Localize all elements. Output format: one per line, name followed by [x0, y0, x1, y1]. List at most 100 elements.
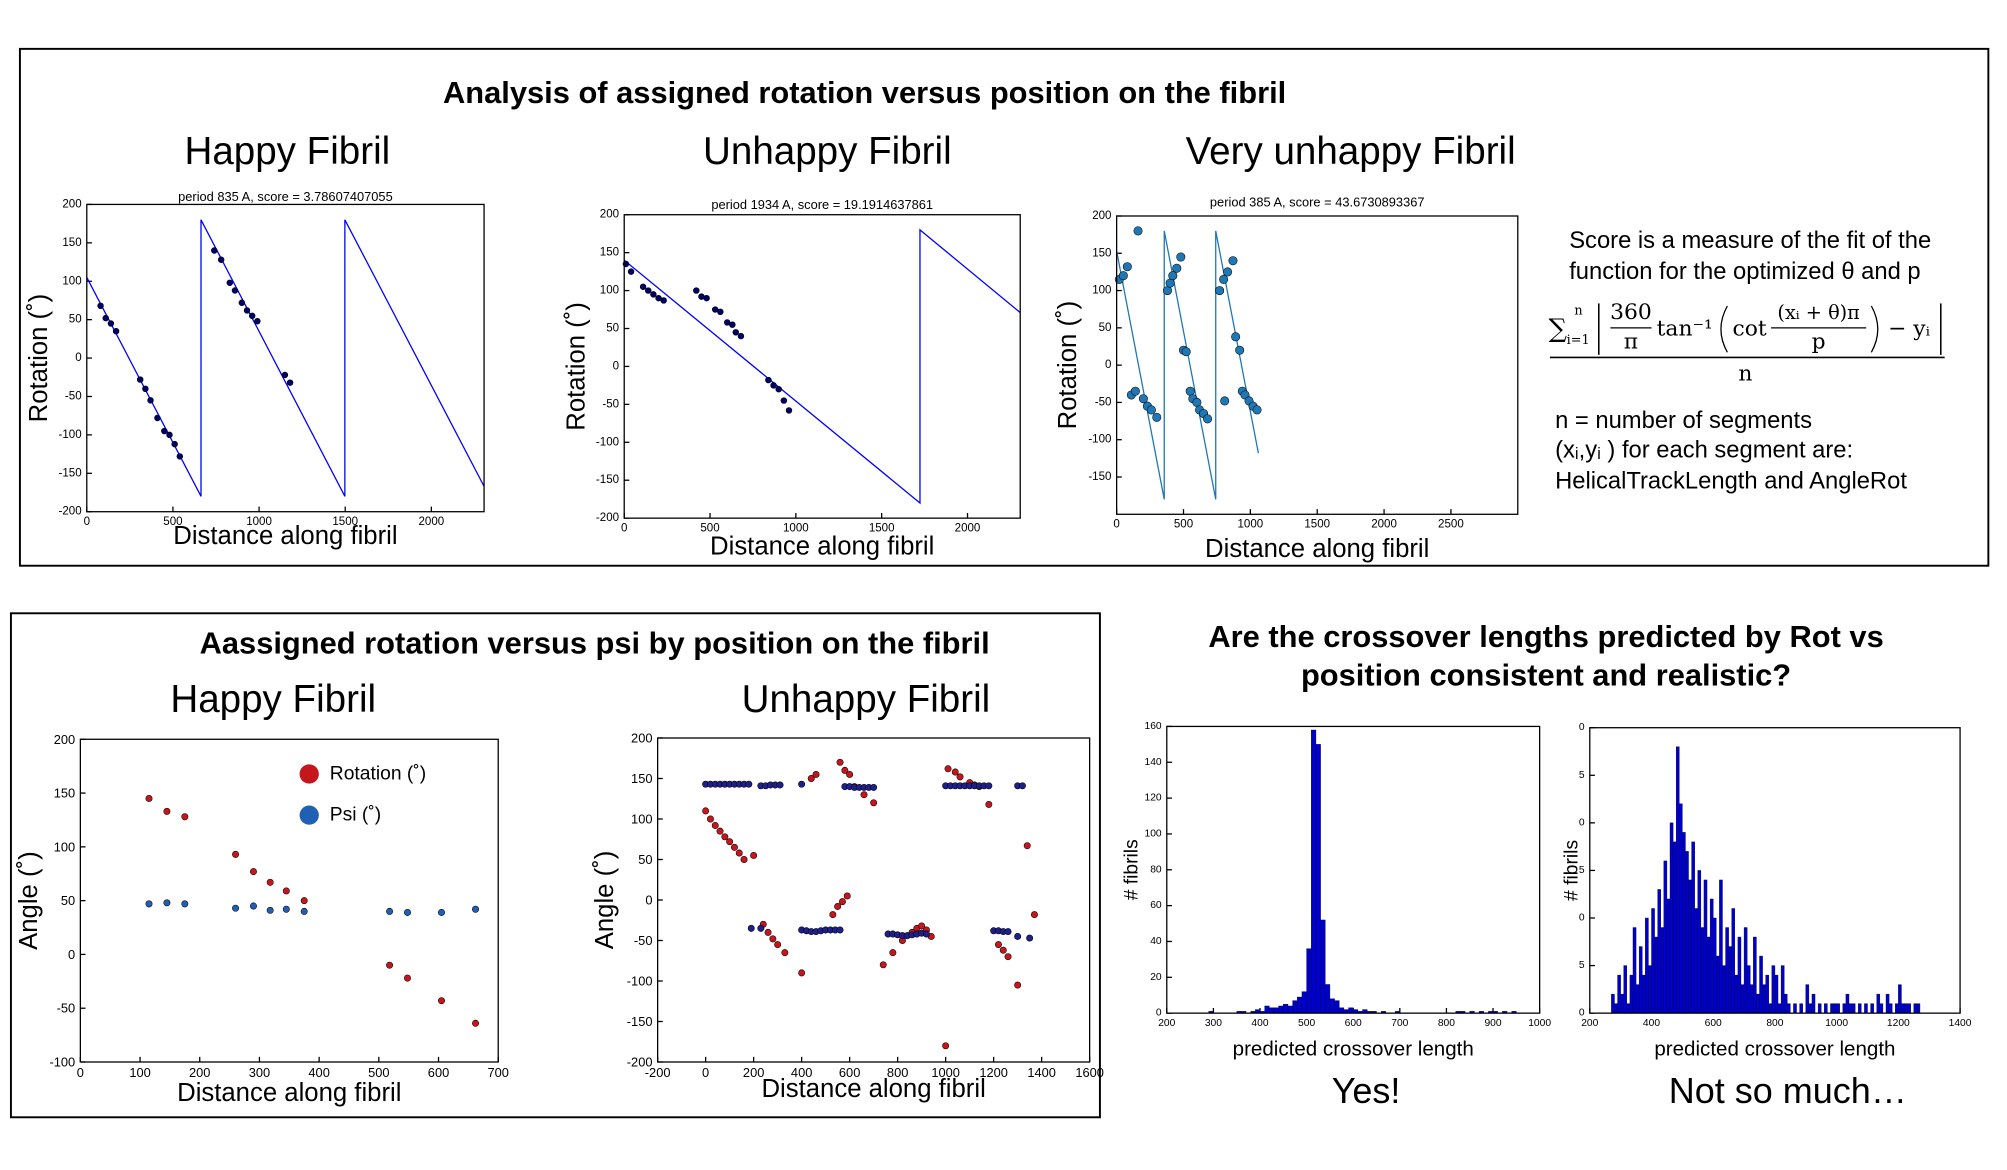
bar	[1669, 822, 1674, 1014]
x-tick-label: 0	[702, 1065, 709, 1080]
y-tick-label: -100	[58, 429, 81, 441]
bar	[1771, 965, 1776, 1014]
fit-line	[623, 228, 1021, 505]
bar	[1845, 993, 1850, 1014]
bar	[1657, 889, 1661, 1014]
note-line: Score is a measure of the fit of the	[1569, 227, 1931, 254]
data-point	[300, 897, 308, 905]
plot-area	[86, 219, 485, 497]
data-point	[999, 946, 1007, 954]
data-point	[639, 283, 647, 290]
y-tick-label: -50	[634, 933, 653, 948]
data-point	[438, 997, 445, 1005]
x-tick-label: 500	[163, 516, 182, 528]
bar	[1783, 993, 1788, 1014]
paren	[1720, 305, 1728, 353]
data-point	[1235, 345, 1245, 355]
y-tick-label: 50	[606, 323, 619, 335]
data-point	[1014, 981, 1022, 989]
data-point	[985, 782, 993, 790]
data-point	[764, 928, 772, 936]
bar	[1848, 1003, 1853, 1014]
data-point	[1030, 911, 1038, 919]
x-tick-label: 0	[77, 1065, 84, 1080]
x-tick-label: 800	[1438, 1018, 1455, 1029]
data-point	[232, 850, 240, 858]
bar	[1756, 993, 1760, 1014]
section-title: position consistent and realistic?	[1301, 658, 1791, 693]
bar	[1913, 1003, 1918, 1014]
data-point	[282, 905, 290, 913]
chart: predicted crossover length # fibrils Not s…	[1561, 722, 1971, 1111]
data-point	[171, 440, 178, 448]
bar	[1750, 984, 1754, 1014]
bar	[1870, 1003, 1874, 1014]
x-tick-label: 1500	[1304, 519, 1330, 531]
data-point	[1004, 928, 1012, 936]
y-tick-label: -200	[596, 512, 619, 524]
bar	[1283, 1003, 1289, 1014]
data-point	[918, 922, 926, 930]
bar	[1297, 996, 1303, 1014]
data-point	[740, 856, 748, 863]
y-tick-label: 50	[1099, 322, 1112, 334]
data-point	[1146, 405, 1156, 415]
data-point	[645, 287, 652, 294]
x-tick-label: 400	[791, 1065, 812, 1080]
x-tick-label: 900	[1484, 1018, 1501, 1029]
bar	[1876, 993, 1881, 1014]
data-point	[780, 397, 788, 404]
caption: Not so much…	[1669, 1070, 1907, 1111]
x-tick-label: 1000	[1237, 519, 1263, 531]
x-tick-label: 800	[1766, 1018, 1783, 1029]
data-point	[1152, 412, 1162, 422]
bar	[1811, 993, 1816, 1014]
y-tick-label: 200	[54, 732, 75, 747]
bar	[1753, 936, 1757, 1014]
chart-heading: Happy Fibril	[184, 130, 390, 173]
data-point	[249, 868, 257, 876]
legend-label: Rotation (˚)	[330, 764, 426, 785]
chart: Unhappy Fibril Distance along fibril Angle…	[591, 678, 1104, 1103]
bar	[1731, 908, 1736, 1014]
plot-area	[1611, 746, 1921, 1014]
chart: predicted crossover length # fibrils Yes! 2…	[1122, 721, 1552, 1111]
x-tick-label: 0	[84, 516, 90, 528]
y-axis-label: Angle (˚)	[591, 851, 619, 950]
data-point	[774, 941, 782, 949]
bar	[1700, 927, 1705, 1014]
section-title: Aassigned rotation versus psi by positio…	[200, 625, 990, 660]
chart: Unhappy Fibril period 1934 A, score = 19.…	[563, 130, 1021, 560]
data-point	[838, 898, 846, 906]
chart: Happy Fibril period 835 A, score = 3.7860…	[25, 130, 485, 550]
bar	[1694, 908, 1698, 1014]
bar	[1315, 744, 1321, 1014]
data-point	[798, 969, 806, 977]
data-point	[781, 949, 789, 957]
data-point	[807, 775, 815, 782]
data-point	[951, 768, 959, 776]
x-tick-label: 1500	[332, 516, 358, 528]
data-point	[254, 317, 261, 325]
data-point	[386, 961, 394, 969]
bar	[1780, 965, 1785, 1014]
note-line: HelicalTrackLength and AngleRot	[1555, 467, 1907, 494]
data-point	[776, 781, 784, 789]
data-point	[770, 382, 777, 389]
y-tick-label: 150	[1092, 247, 1111, 259]
data-point	[870, 799, 878, 807]
x-tick-label: 200	[1158, 1018, 1175, 1029]
plot-area	[1208, 729, 1517, 1014]
bar	[1691, 841, 1695, 1014]
bar	[1728, 946, 1732, 1014]
y-tick-label: 50	[69, 314, 82, 326]
data-point	[281, 371, 289, 379]
plot-frame	[623, 214, 1021, 519]
data-point	[812, 770, 820, 778]
bar	[1743, 927, 1748, 1014]
bar	[1824, 1003, 1828, 1014]
x-tick-label: 1400	[1027, 1065, 1056, 1080]
data-point	[702, 807, 710, 815]
data-point	[650, 291, 657, 298]
